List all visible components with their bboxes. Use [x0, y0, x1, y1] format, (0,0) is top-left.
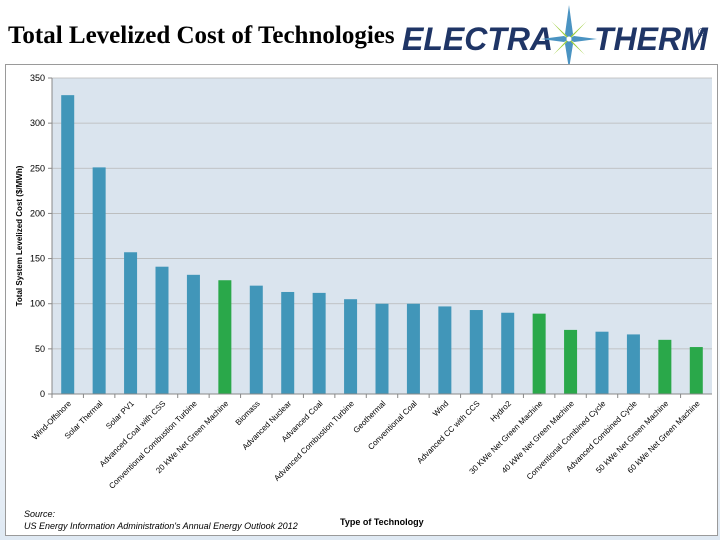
x-tick-label: Biomass [234, 399, 262, 427]
bar-solar-pv1 [124, 252, 138, 394]
slide-title: Total Levelized Cost of Technologies [8, 22, 395, 49]
bar-advanced-combined-cycle [626, 334, 640, 394]
y-tick-label: 250 [30, 163, 45, 173]
bar-20-kwe-net-green-machine [218, 280, 232, 394]
x-tick-label: Wind [431, 399, 450, 418]
x-tick-label: Hydro2 [489, 399, 514, 424]
y-axis-ticks: 0 50 100 150 200 250 300 350 [30, 73, 52, 399]
bar-advanced-coal [312, 292, 326, 394]
y-axis-label: Total System Levelized Cost ($/MWh) [15, 165, 24, 306]
bar-advanced-cc-with-ccs [469, 310, 483, 394]
y-tick-label: 150 [30, 254, 45, 264]
y-tick-label: 100 [30, 299, 45, 309]
source-note: Source: US Energy Information Administra… [24, 508, 298, 532]
source-label: Source: [24, 509, 56, 519]
y-tick-label: 300 [30, 118, 45, 128]
bar-wind-offshore [61, 95, 75, 394]
bar-50-kwe-net-green-machine [658, 339, 672, 394]
bar-conventional-coal [406, 303, 420, 394]
bar-geothermal [375, 303, 389, 394]
bar-hydro2 [501, 312, 515, 394]
bar-biomass [249, 285, 263, 394]
bar-40-kwe-net-green-machine [564, 329, 578, 394]
x-tick-label: Solar PV1 [104, 399, 136, 431]
bars [61, 95, 703, 394]
bar-60-kwe-net-green-machine [689, 347, 703, 394]
bar-advanced-coal-with-css [155, 266, 169, 394]
x-axis-label: Type of Technology [340, 517, 424, 527]
bar-conventional-combined-cycle [595, 331, 609, 394]
logo-text-left: ELECTRA [402, 21, 553, 57]
bar-conventional-combustion-turbine [186, 274, 200, 394]
bar-advanced-nuclear [281, 291, 295, 394]
bar-advanced-combustion-turbine [344, 299, 358, 394]
x-tick-label: Advanced CC with CCS [415, 399, 481, 465]
logo-star-icon [541, 5, 597, 68]
bar-30-kwe-net-green-machine [532, 313, 546, 394]
y-tick-label: 200 [30, 208, 45, 218]
logo-registered-mark: ® [698, 27, 706, 39]
source-citation: US Energy Information Administration's A… [24, 521, 298, 531]
logo-text-right: THERM [594, 21, 709, 57]
y-tick-label: 50 [35, 344, 45, 354]
y-tick-label: 350 [30, 73, 45, 83]
y-tick-label: 0 [40, 389, 45, 399]
electratherm-logo: ELECTRA THERM ® [402, 5, 709, 68]
bar-wind [438, 306, 452, 394]
bar-solar-thermal [92, 167, 106, 394]
